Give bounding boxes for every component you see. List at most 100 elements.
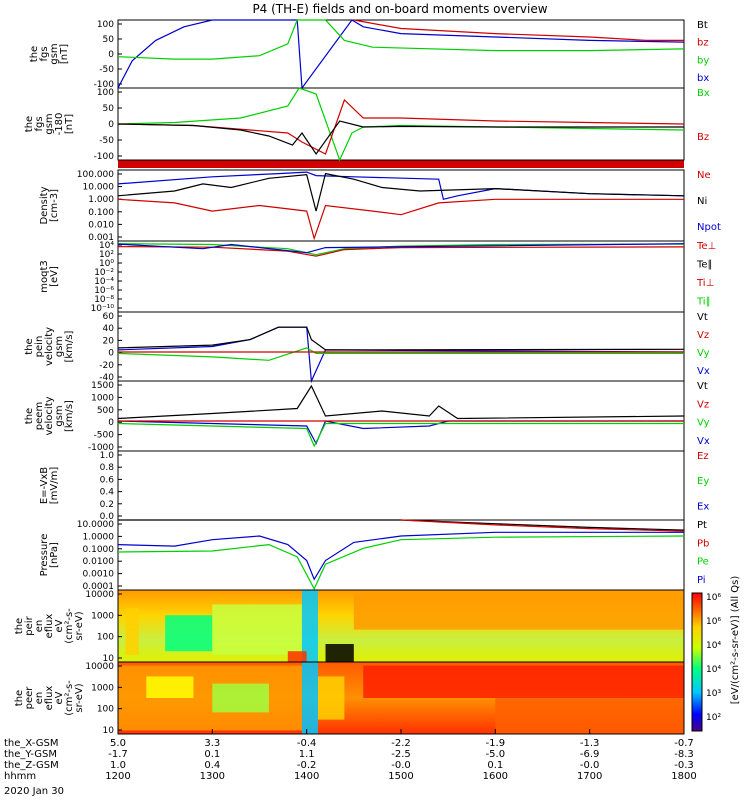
legend-entry: Te⊥ [696, 241, 716, 252]
y-axis-label: Density [39, 186, 50, 224]
y-tick-label: 1.0000 [83, 532, 115, 542]
legend-entry: Ti∥ [696, 297, 711, 308]
series-Vx [117, 326, 685, 384]
panel-efield: 1.0 0.8 0.6 0.4 0.2 0.0 E=-VxB [mV/m] Ez Ey Ex [39, 450, 709, 522]
legend-entry: Vy [697, 348, 710, 359]
y-tick-label: 10⁻⁴ [94, 277, 114, 287]
panel-frame [117, 19, 685, 89]
y-tick-label: 100 [97, 20, 114, 30]
y-axis-label: the [14, 618, 25, 634]
y-tick-label: 100 [97, 633, 114, 643]
y-axis-label: eV [54, 691, 65, 704]
x-tick-label: 5.0 [110, 738, 126, 749]
series-bx [117, 19, 685, 90]
y-tick-label: 0.8 [100, 463, 115, 473]
y-tick-label: 50 [103, 35, 115, 45]
y-tick-label: 0.100 [88, 208, 114, 218]
y-axis-label: moqt3 [39, 260, 50, 293]
y-axis-label: the [24, 116, 35, 132]
series-Ti∥ [117, 243, 685, 254]
legend-entry: Ti⊥ [696, 278, 714, 289]
spectrogram-region [301, 662, 318, 734]
panel-frame [117, 169, 685, 242]
y-tick-label: -40 [99, 373, 114, 383]
y-axis-label: gsm [49, 43, 60, 64]
legend-entry: Vx [697, 436, 710, 447]
x-tick-label: -6.9 [580, 749, 600, 760]
panel-peir: 10000 1000 100 10 the peir en eflux eV (cm²-s-sr-… [14, 589, 685, 664]
series-Npot [117, 171, 685, 201]
legend-entry: Vy [697, 418, 710, 429]
y-axis-label: fgs [34, 116, 45, 131]
y-axis-label: gsm [44, 113, 55, 134]
legend-entry: Ni [697, 196, 707, 207]
y-axis-label: eflux [44, 614, 55, 639]
x-tick-label: -1.9 [486, 738, 506, 749]
y-tick-label: 0 [108, 418, 114, 428]
x-tick-label: 0.1 [487, 760, 503, 771]
y-tick-label: -1000 [88, 443, 114, 453]
x-row-label: the_Z-GSM [4, 760, 59, 771]
x-tick-label: 0.1 [204, 749, 220, 760]
series-Vt [117, 326, 685, 351]
x-tick-label: 1.0 [110, 760, 126, 771]
y-axis-label: gsm [54, 405, 65, 426]
y-axis-label: [nPa] [49, 542, 60, 568]
series-Pe [117, 535, 685, 591]
y-axis-label: velocity [44, 396, 55, 435]
y-axis-label: fgs [39, 46, 50, 61]
series-Vx [117, 420, 684, 445]
x-tick-label: -2.5 [391, 749, 411, 760]
y-tick-label: 10.0000 [77, 520, 114, 530]
x-tick-label: -1.7 [108, 749, 128, 760]
y-tick-label: 0.0001 [83, 582, 115, 592]
y-tick-label: 500 [97, 406, 114, 416]
y-tick-label: 40 [103, 324, 115, 334]
y-tick-label: -20 [99, 361, 114, 371]
spectrogram-region [353, 593, 684, 630]
y-axis-label: -180 [54, 113, 65, 136]
legend-entry: Pb [697, 538, 709, 549]
legend-entry: bz [697, 38, 709, 49]
panel-fgs: 100 50 0 -50 -100 the fgs gsm [nT] Bt bz by bx [29, 19, 709, 90]
spectrogram-region [118, 665, 302, 731]
y-axis-label: eflux [44, 686, 55, 711]
y-tick-label: 60 [103, 312, 115, 322]
legend-entry: Vz [697, 330, 709, 341]
x-tick-label: 1400 [294, 771, 319, 782]
y-tick-label: 100 [97, 705, 114, 715]
y-tick-label: 1500 [91, 381, 114, 391]
colorbar-scale [691, 592, 703, 732]
y-axis-label: pein [34, 336, 45, 358]
y-axis-label: [mV/m] [49, 467, 60, 505]
panel-peem: 1500 1000 500 0 -500 -1000 the peem velocity gsm[… [24, 380, 710, 453]
y-tick-label: 0.0010 [83, 570, 115, 580]
y-axis-label: [nT] [64, 114, 75, 134]
legend-entry: Ey [697, 476, 709, 487]
series-Bx [117, 87, 685, 162]
panel-peer: 10000 1000 100 10 the peer en eflux eV (cm²-s-sr-… [14, 661, 685, 736]
y-tick-label: 1.000 [88, 195, 114, 205]
colorbar-label: [eV/(cm²-s-sr-eV)] (All Qs) [730, 576, 741, 705]
y-tick-label: 0 [108, 349, 114, 359]
x-tick-label: -0.0 [580, 760, 600, 771]
panel-frame [117, 87, 685, 161]
panel-frame [117, 240, 685, 313]
spectrogram-region [125, 608, 139, 655]
y-tick-label: 0.010 [88, 220, 114, 230]
y-tick-label: 0.0100 [83, 557, 115, 567]
series-Pb [400, 519, 685, 532]
spectrogram-region [165, 615, 213, 652]
y-tick-label: 10⁰ [99, 259, 114, 269]
x-tick-label: 1800 [671, 771, 696, 782]
legend-entry: Bx [697, 88, 710, 99]
x-tick-label: 3.3 [204, 738, 220, 749]
y-tick-label: 10 [103, 726, 115, 736]
colorbar-tick: 10⁴ [706, 665, 721, 675]
y-tick-label: -500 [94, 431, 115, 441]
y-tick-label: 0.1000 [83, 545, 115, 555]
series-Pi [117, 531, 684, 581]
y-tick-label: 10² [99, 250, 114, 260]
